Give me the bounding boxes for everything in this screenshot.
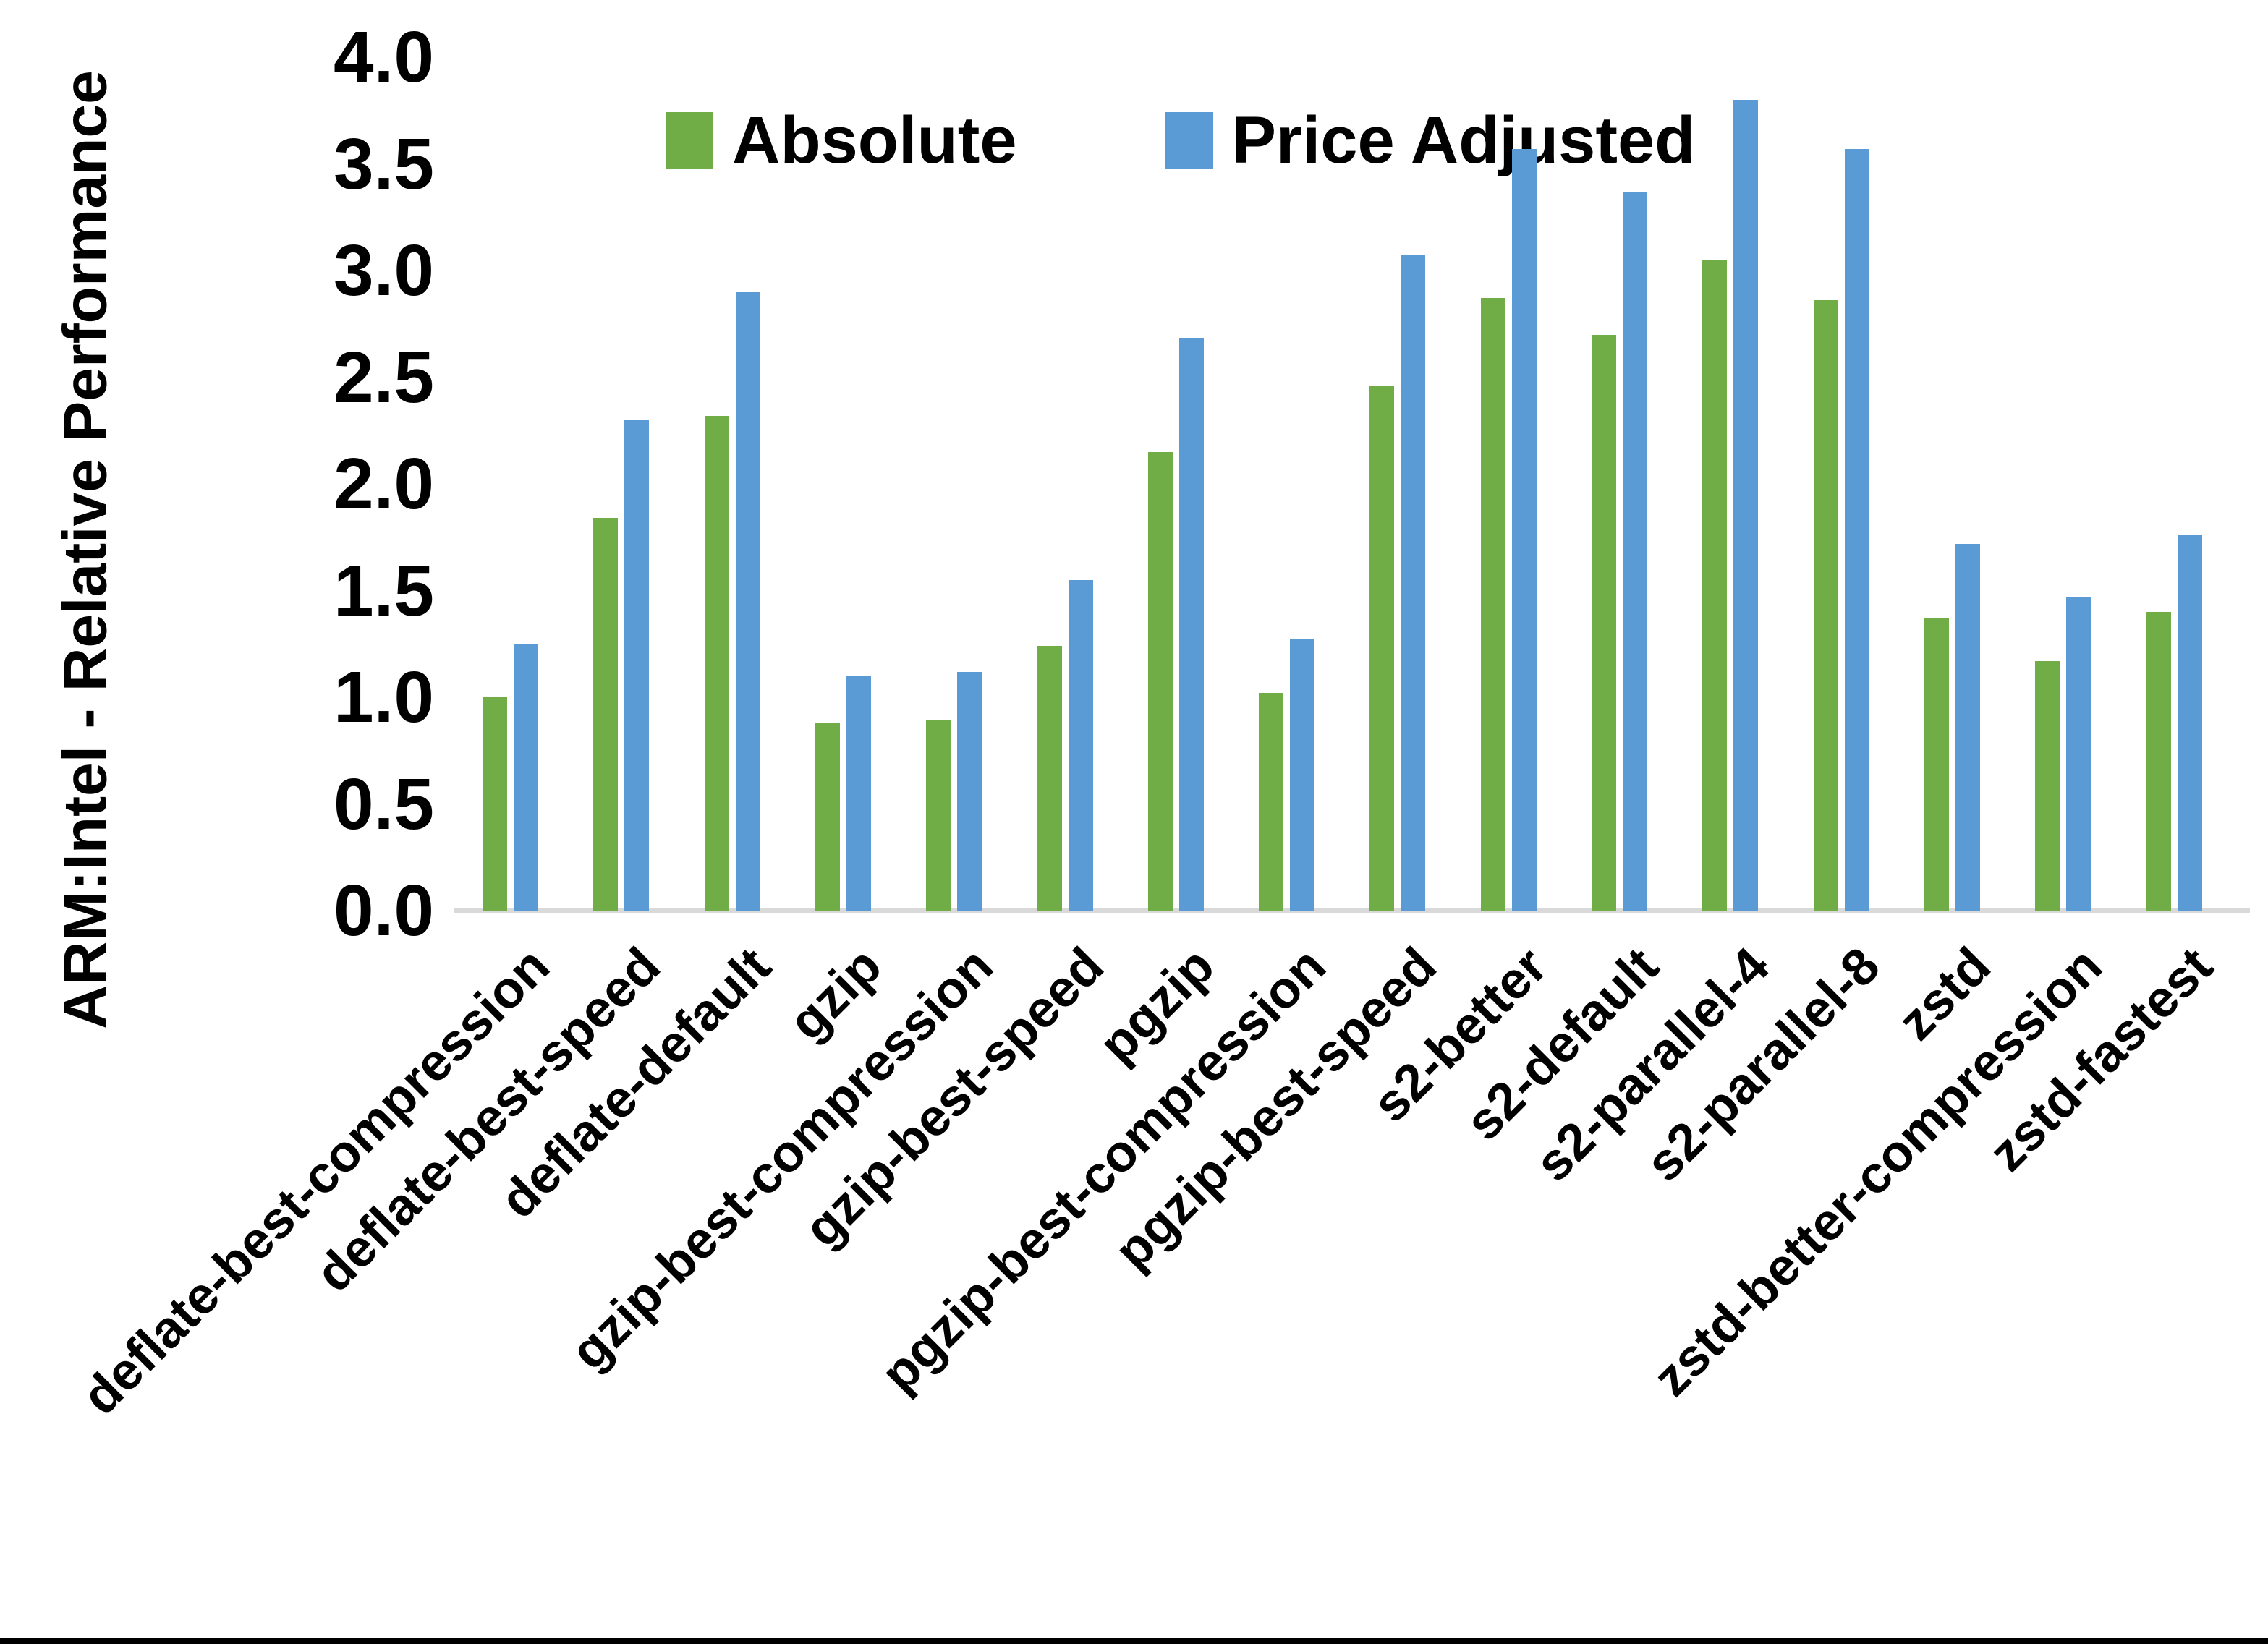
y-tick-label-0-0: 0.0: [333, 870, 434, 951]
bar-price-adjusted-s2-parallel-8: [1844, 148, 1869, 911]
legend-label-absolute: Absolute: [732, 103, 1017, 177]
bar-price-adjusted-s2-better: [1511, 148, 1537, 911]
bar-price-adjusted-deflate-best-compression: [514, 644, 538, 911]
y-tick-label-3-5: 3.5: [333, 123, 434, 205]
y-tick-label-4-0: 4.0: [333, 17, 434, 98]
bar-absolute-deflate-default: [704, 415, 729, 911]
bar-absolute-gzip-best-compression: [926, 720, 951, 911]
bar-absolute-pgzip: [1147, 451, 1173, 911]
y-tick-label-3-0: 3.0: [333, 230, 434, 311]
y-tick-label-1-5: 1.5: [333, 550, 434, 631]
legend-label-price-adjusted: Price Adjusted: [1231, 103, 1696, 177]
bar-absolute-zstd-better-compression: [2035, 660, 2060, 911]
bar-price-adjusted-pgzip: [1178, 338, 1204, 911]
bar-price-adjusted-zstd: [1955, 543, 1980, 911]
bar-price-adjusted-deflate-best-speed: [624, 419, 650, 911]
y-tick-label-2-0: 2.0: [333, 443, 434, 524]
x-axis-line: [454, 908, 2250, 913]
bar-price-adjusted-zstd-better-compression: [2066, 597, 2091, 911]
bar-absolute-gzip: [815, 723, 840, 911]
bar-price-adjusted-s2-default: [1623, 191, 1647, 911]
chart-legend: Absolute Price Adjusted: [666, 107, 1695, 174]
bar-absolute-gzip-best-speed: [1037, 646, 1062, 911]
bar-absolute-pgzip-best-compression: [1259, 693, 1284, 911]
legend-item-absolute: Absolute: [666, 107, 1017, 174]
bar-absolute-s2-parallel-4: [1702, 260, 1728, 911]
bar-absolute-deflate-best-speed: [593, 518, 619, 911]
bar-price-adjusted-gzip: [846, 676, 871, 911]
y-tick-label-2-5: 2.5: [333, 336, 434, 418]
bar-absolute-pgzip-best-speed: [1369, 386, 1395, 911]
y-tick-label-1-0: 1.0: [333, 657, 434, 738]
bar-price-adjusted-s2-parallel-4: [1733, 100, 1759, 911]
bar-price-adjusted-deflate-default: [735, 291, 760, 911]
bar-absolute-zstd: [1924, 618, 1949, 911]
bar-absolute-s2-default: [1592, 334, 1616, 911]
legend-item-price-adjusted: Price Adjusted: [1165, 103, 1696, 177]
bar-price-adjusted-pgzip-best-compression: [1290, 639, 1315, 911]
bar-absolute-zstd-fastest: [2146, 612, 2171, 911]
legend-swatch-absolute-icon: [666, 112, 713, 169]
y-tick-label-0-5: 0.5: [333, 763, 434, 845]
bar-price-adjusted-gzip-best-speed: [1068, 579, 1093, 911]
y-axis-title: ARM:Intel - Relative Performance: [51, 70, 119, 1029]
bar-price-adjusted-zstd-fastest: [2177, 534, 2202, 911]
bar-price-adjusted-gzip-best-compression: [957, 671, 982, 911]
bottom-border: [0, 1638, 2268, 1644]
bar-absolute-s2-parallel-8: [1813, 300, 1838, 911]
bar-absolute-s2-better: [1480, 298, 1505, 911]
legend-swatch-price-adjusted-icon: [1165, 112, 1213, 169]
bar-absolute-deflate-best-compression: [483, 697, 507, 911]
bar-price-adjusted-pgzip-best-speed: [1401, 255, 1426, 911]
x-tick-label-deflate-best-compression: deflate-best-compression: [71, 937, 561, 1426]
